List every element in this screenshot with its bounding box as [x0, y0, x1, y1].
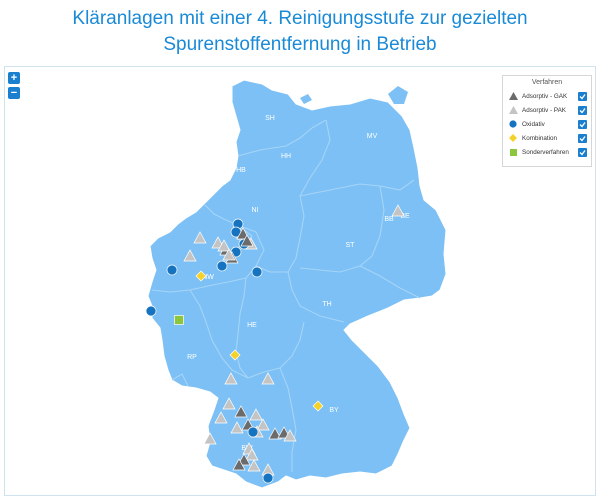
legend-label: Adsorptiv - GAK [522, 92, 568, 100]
marker-adsorptiv-gak[interactable] [240, 234, 254, 247]
state-label-mv: MV [367, 133, 378, 140]
marker-oxidativ[interactable] [251, 266, 263, 278]
marker-oxidativ[interactable] [247, 426, 259, 438]
zoom-in-button[interactable]: + [8, 72, 20, 84]
state-label-th: TH [322, 301, 331, 308]
triangle-dark-icon [508, 91, 518, 101]
marker-adsorptiv-pak[interactable] [193, 231, 207, 244]
marker-adsorptiv-pak[interactable] [245, 448, 259, 461]
legend: Verfahren Adsorptiv - GAK Adsorptiv - PA… [502, 75, 592, 167]
marker-adsorptiv-pak[interactable] [224, 372, 238, 385]
marker-adsorptiv-pak[interactable] [391, 204, 405, 217]
island-fehmarn [300, 94, 312, 104]
marker-kombination[interactable] [229, 349, 241, 361]
marker-adsorptiv-gak[interactable] [234, 405, 248, 418]
diamond-icon [508, 133, 518, 143]
state-label-rp: RP [187, 354, 197, 361]
legend-item-kombination[interactable]: Kombination [503, 131, 591, 145]
circle-icon [508, 119, 518, 129]
legend-label: Kombination [522, 134, 558, 142]
state-label-be: BE [400, 213, 410, 220]
legend-item-adsorptiv-gak[interactable]: Adsorptiv - GAK [503, 89, 591, 103]
legend-label: Oxidativ [522, 120, 545, 128]
marker-adsorptiv-pak[interactable] [183, 249, 197, 262]
state-label-hb: HB [236, 167, 246, 174]
marker-oxidativ[interactable] [145, 305, 157, 317]
germany-land [147, 79, 447, 489]
state-label-hh: HH [281, 153, 291, 160]
legend-label: Sonderverfahren [522, 148, 569, 156]
marker-adsorptiv-pak[interactable] [222, 248, 236, 261]
marker-kombination[interactable] [312, 400, 324, 412]
state-label-he: HE [247, 322, 257, 329]
marker-adsorptiv-pak[interactable] [261, 372, 275, 385]
checkbox-checked-icon[interactable] [578, 105, 587, 115]
legend-item-adsorptiv-pak[interactable]: Adsorptiv - PAK [503, 103, 591, 117]
legend-item-oxidativ[interactable]: Oxidativ [503, 117, 591, 131]
checkbox-checked-icon[interactable] [578, 133, 587, 143]
state-label-sn: SN [399, 302, 409, 309]
checkbox-checked-icon[interactable] [578, 91, 587, 101]
marker-adsorptiv-pak[interactable] [256, 418, 270, 431]
state-label-ni: NI [252, 207, 259, 214]
state-label-st: ST [346, 242, 356, 249]
state-label-sh: SH [265, 115, 275, 122]
marker-adsorptiv-gak[interactable] [232, 458, 246, 471]
marker-sonderverfahren[interactable] [174, 315, 184, 325]
markers[interactable] [145, 204, 405, 484]
state-label-nw: NW [202, 274, 214, 281]
marker-adsorptiv-pak[interactable] [222, 397, 236, 410]
state-borders [151, 119, 421, 472]
legend-title: Verfahren [531, 79, 563, 86]
marker-adsorptiv-pak[interactable] [214, 411, 228, 424]
legend-label: Adsorptiv - PAK [522, 106, 566, 114]
marker-adsorptiv-pak[interactable] [249, 408, 263, 421]
marker-kombination[interactable] [195, 270, 207, 282]
marker-adsorptiv-pak[interactable] [203, 432, 217, 445]
marker-adsorptiv-pak[interactable] [230, 421, 244, 434]
marker-adsorptiv-pak[interactable] [247, 459, 261, 472]
marker-oxidativ[interactable] [262, 472, 274, 484]
marker-oxidativ[interactable] [216, 260, 228, 272]
marker-oxidativ[interactable] [166, 264, 178, 276]
marker-adsorptiv-pak[interactable] [283, 429, 297, 442]
map-title: Kläranlagen mit einer 4. Reinigungsstufe… [0, 6, 600, 58]
checkbox-checked-icon[interactable] [578, 119, 587, 129]
state-label-sl: SL [172, 386, 181, 393]
zoom-out-button[interactable]: − [8, 87, 20, 99]
marker-adsorptiv-gak[interactable] [268, 427, 282, 440]
legend-item-sonderverfahren[interactable]: Sonderverfahren [503, 145, 591, 159]
marker-adsorptiv-pak[interactable] [217, 239, 231, 252]
state-label-by: BY [329, 407, 339, 414]
title-line-2: Spurenstoffentfernung in Betrieb [163, 34, 437, 55]
state-label-bb: BB [384, 216, 394, 223]
title-line-1: Kläranlagen mit einer 4. Reinigungsstufe… [72, 8, 528, 29]
island-ruegen [388, 86, 408, 104]
checkbox-checked-icon[interactable] [578, 147, 587, 157]
triangle-light-icon [508, 105, 518, 115]
square-icon [508, 147, 518, 157]
